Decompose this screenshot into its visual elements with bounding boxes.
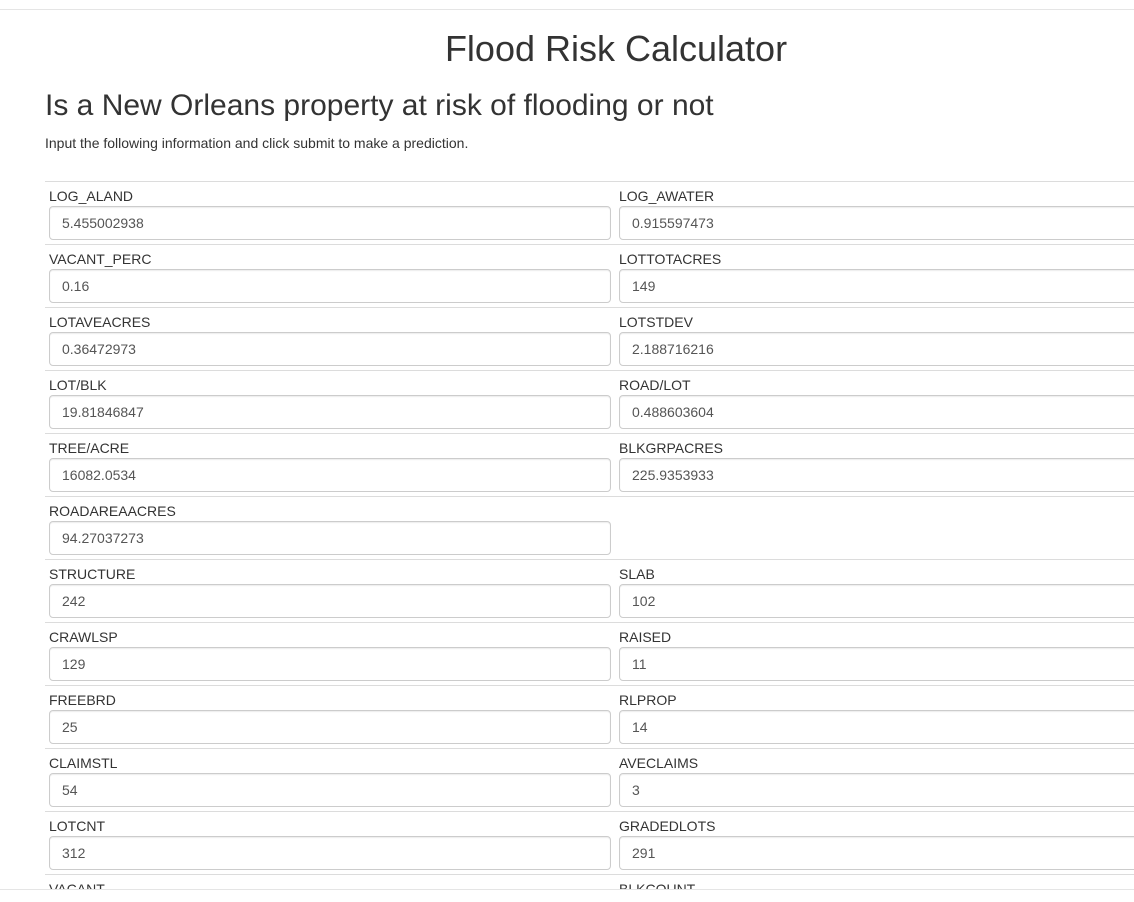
field-input-lottotacres[interactable] <box>619 269 1134 303</box>
field-group-slab: SLAB <box>619 560 1134 618</box>
form-row: TREE/ACRE BLKGRPACRES <box>45 433 1134 496</box>
field-input-lotaveacres[interactable] <box>49 332 611 366</box>
field-label-road-lot: ROAD/LOT <box>619 377 691 393</box>
field-input-roadareaacres[interactable] <box>49 521 611 555</box>
form-row: FREEBRD RLPROP <box>45 685 1134 748</box>
field-label-lottotacres: LOTTOTACRES <box>619 251 722 267</box>
field-label-lotaveacres: LOTAVEACRES <box>49 314 151 330</box>
field-group-aveclaims: AVECLAIMS <box>619 749 1134 807</box>
field-group-gradedlots: GRADEDLOTS <box>619 812 1134 870</box>
field-label-aveclaims: AVECLAIMS <box>619 755 699 771</box>
field-label-log-awater: LOG_AWATER <box>619 188 715 204</box>
field-group-claimstl: CLAIMSTL <box>49 749 611 807</box>
form-row: VACANT_PERC LOTTOTACRES <box>45 244 1134 307</box>
bottom-divider <box>0 889 1134 890</box>
field-label-lot-blk: LOT/BLK <box>49 377 107 393</box>
form-row: LOT/BLK ROAD/LOT <box>45 370 1134 433</box>
field-group-lot-blk: LOT/BLK <box>49 371 611 429</box>
field-label-freebrd: FREEBRD <box>49 692 116 708</box>
field-label-raised: RAISED <box>619 629 672 645</box>
field-label-claimstl: CLAIMSTL <box>49 755 118 771</box>
field-label-tree-acre: TREE/ACRE <box>49 440 130 456</box>
field-label-crawlsp: CRAWLSP <box>49 629 118 645</box>
field-label-slab: SLAB <box>619 566 655 582</box>
field-group-log-aland: LOG_ALAND <box>49 182 611 240</box>
form-row: CLAIMSTL AVECLAIMS <box>45 748 1134 811</box>
flood-risk-form: LOG_ALAND LOG_AWATER VACANT_PERC LOTTOTACRE… <box>45 181 1134 902</box>
field-input-lot-blk[interactable] <box>49 395 611 429</box>
field-input-lotcnt[interactable] <box>49 836 611 870</box>
form-row: LOG_ALAND LOG_AWATER <box>45 181 1134 244</box>
field-group-lotaveacres: LOTAVEACRES <box>49 308 611 366</box>
field-input-log-aland[interactable] <box>49 206 611 240</box>
field-group-roadareaacres: ROADAREAACRES <box>49 497 611 555</box>
field-input-structure[interactable] <box>49 584 611 618</box>
field-label-lotcnt: LOTCNT <box>49 818 105 834</box>
field-group-lotcnt: LOTCNT <box>49 812 611 870</box>
field-label-vacant-perc: VACANT_PERC <box>49 251 152 267</box>
field-group-vacant-perc: VACANT_PERC <box>49 245 611 303</box>
field-input-rlprop[interactable] <box>619 710 1134 744</box>
form-row: CRAWLSP RAISED <box>45 622 1134 685</box>
field-input-lotstdev[interactable] <box>619 332 1134 366</box>
field-group-rlprop: RLPROP <box>619 686 1134 744</box>
field-group-lottotacres: LOTTOTACRES <box>619 245 1134 303</box>
field-label-rlprop: RLPROP <box>619 692 677 708</box>
field-input-freebrd[interactable] <box>49 710 611 744</box>
form-row: ROADAREAACRES <box>45 496 1134 559</box>
page-subtitle: Is a New Orleans property at risk of flo… <box>45 89 714 122</box>
field-group-lotstdev: LOTSTDEV <box>619 308 1134 366</box>
field-input-aveclaims[interactable] <box>619 773 1134 807</box>
field-input-vacant-perc[interactable] <box>49 269 611 303</box>
field-group-tree-acre: TREE/ACRE <box>49 434 611 492</box>
field-input-tree-acre[interactable] <box>49 458 611 492</box>
field-label-gradedlots: GRADEDLOTS <box>619 818 716 834</box>
field-label-roadareaacres: ROADAREAACRES <box>49 503 176 519</box>
bottom-mask <box>0 890 1134 902</box>
top-divider <box>0 9 1134 10</box>
field-label-blkgrpacres: BLKGRPACRES <box>619 440 723 456</box>
form-row: LOTCNT GRADEDLOTS <box>45 811 1134 874</box>
page-title: Flood Risk Calculator <box>444 28 788 69</box>
field-input-slab[interactable] <box>619 584 1134 618</box>
field-input-crawlsp[interactable] <box>49 647 611 681</box>
field-group-structure: STRUCTURE <box>49 560 611 618</box>
field-input-road-lot[interactable] <box>619 395 1134 429</box>
field-label-structure: STRUCTURE <box>49 566 136 582</box>
field-input-gradedlots[interactable] <box>619 836 1134 870</box>
field-group-raised: RAISED <box>619 623 1134 681</box>
instructions-text: Input the following information and clic… <box>45 135 469 151</box>
field-label-lotstdev: LOTSTDEV <box>619 314 693 330</box>
field-group-log-awater: LOG_AWATER <box>619 182 1134 240</box>
field-group-blkgrpacres: BLKGRPACRES <box>619 434 1134 492</box>
form-row: LOTAVEACRES LOTSTDEV <box>45 307 1134 370</box>
field-input-blkgrpacres[interactable] <box>619 458 1134 492</box>
field-input-claimstl[interactable] <box>49 773 611 807</box>
field-label-log-aland: LOG_ALAND <box>49 188 134 204</box>
field-input-log-awater[interactable] <box>619 206 1134 240</box>
field-group-crawlsp: CRAWLSP <box>49 623 611 681</box>
field-group-road-lot: ROAD/LOT <box>619 371 1134 429</box>
field-group-freebrd: FREEBRD <box>49 686 611 744</box>
form-row: STRUCTURE SLAB <box>45 559 1134 622</box>
field-input-raised[interactable] <box>619 647 1134 681</box>
